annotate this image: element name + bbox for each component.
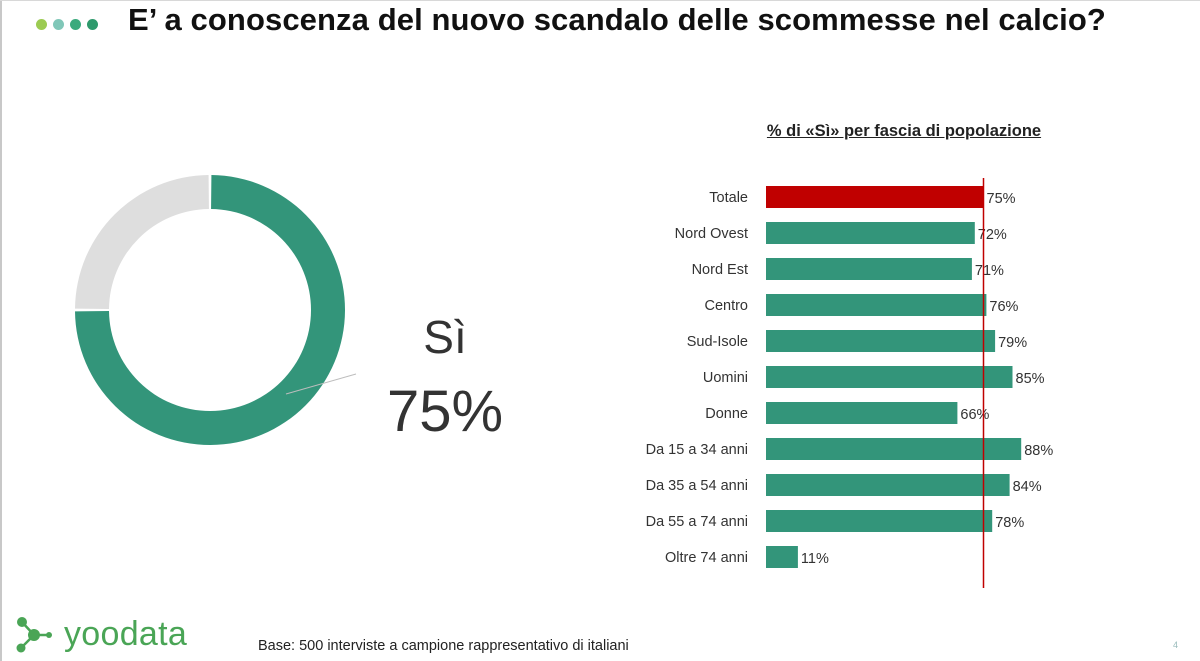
bar-chart: Totale 75% Nord Ovest 72% Nord Est 71% Centro 7… [646, 178, 1053, 588]
category-label: Da 15 a 34 anni [646, 442, 748, 458]
value-label: 75% [987, 191, 1016, 207]
donut-value-label: 75% [386, 379, 504, 444]
value-label: 11% [801, 551, 829, 567]
category-label: Centro [704, 298, 748, 314]
category-label: Uomini [703, 370, 748, 386]
bar [766, 222, 975, 244]
bar [766, 402, 958, 424]
value-label: 72% [978, 227, 1007, 243]
bar [766, 546, 798, 568]
bar [766, 366, 1013, 388]
bullet-dot [36, 18, 47, 30]
category-label: Sud-Isole [687, 334, 748, 350]
category-label: Totale [709, 190, 748, 206]
value-label: 76% [989, 299, 1018, 315]
category-label: Oltre 74 anni [665, 550, 748, 566]
donut-slice-other [75, 175, 209, 309]
page-number: 4 [1172, 640, 1178, 650]
value-label: 79% [998, 335, 1027, 351]
value-label: 85% [1016, 371, 1045, 387]
bar [766, 330, 996, 352]
yoodata-logo: yoodata [14, 612, 187, 656]
value-label: 71% [975, 263, 1004, 279]
category-label: Donne [705, 406, 748, 422]
base-note: Base: 500 interviste a campione rapprese… [258, 638, 629, 654]
bar [766, 510, 993, 532]
category-label: Da 35 a 54 anni [646, 478, 748, 494]
donut-category-label: Sì [423, 311, 467, 363]
value-label: 66% [960, 407, 989, 423]
bar [766, 438, 1022, 460]
category-label: Nord Ovest [675, 226, 748, 242]
value-label: 78% [995, 515, 1024, 531]
bar-chart-title: % di «Sì» per fascia di popolazione [766, 122, 1042, 140]
logo-text: yoodata [64, 614, 188, 653]
bar [766, 258, 972, 280]
bullet-dot [53, 18, 64, 30]
value-label: 88% [1024, 443, 1053, 459]
molecule-logo-icon [16, 617, 52, 653]
bar [766, 186, 984, 208]
bullet-dot [87, 18, 98, 30]
bar [766, 474, 1010, 496]
leader-line [285, 373, 357, 395]
donut-chart [75, 175, 357, 446]
value-label: 84% [1013, 479, 1042, 495]
bullet-dot [70, 18, 81, 30]
category-label: Da 55 a 74 anni [646, 514, 748, 530]
category-label: Nord Est [692, 262, 748, 278]
bar [766, 294, 987, 316]
title-bullet-dots [36, 16, 98, 32]
slide-border-top [0, 0, 1200, 1]
slide-border-left [0, 0, 2, 661]
slide-title: E’ a conoscenza del nuovo scandalo delle… [128, 2, 1106, 37]
